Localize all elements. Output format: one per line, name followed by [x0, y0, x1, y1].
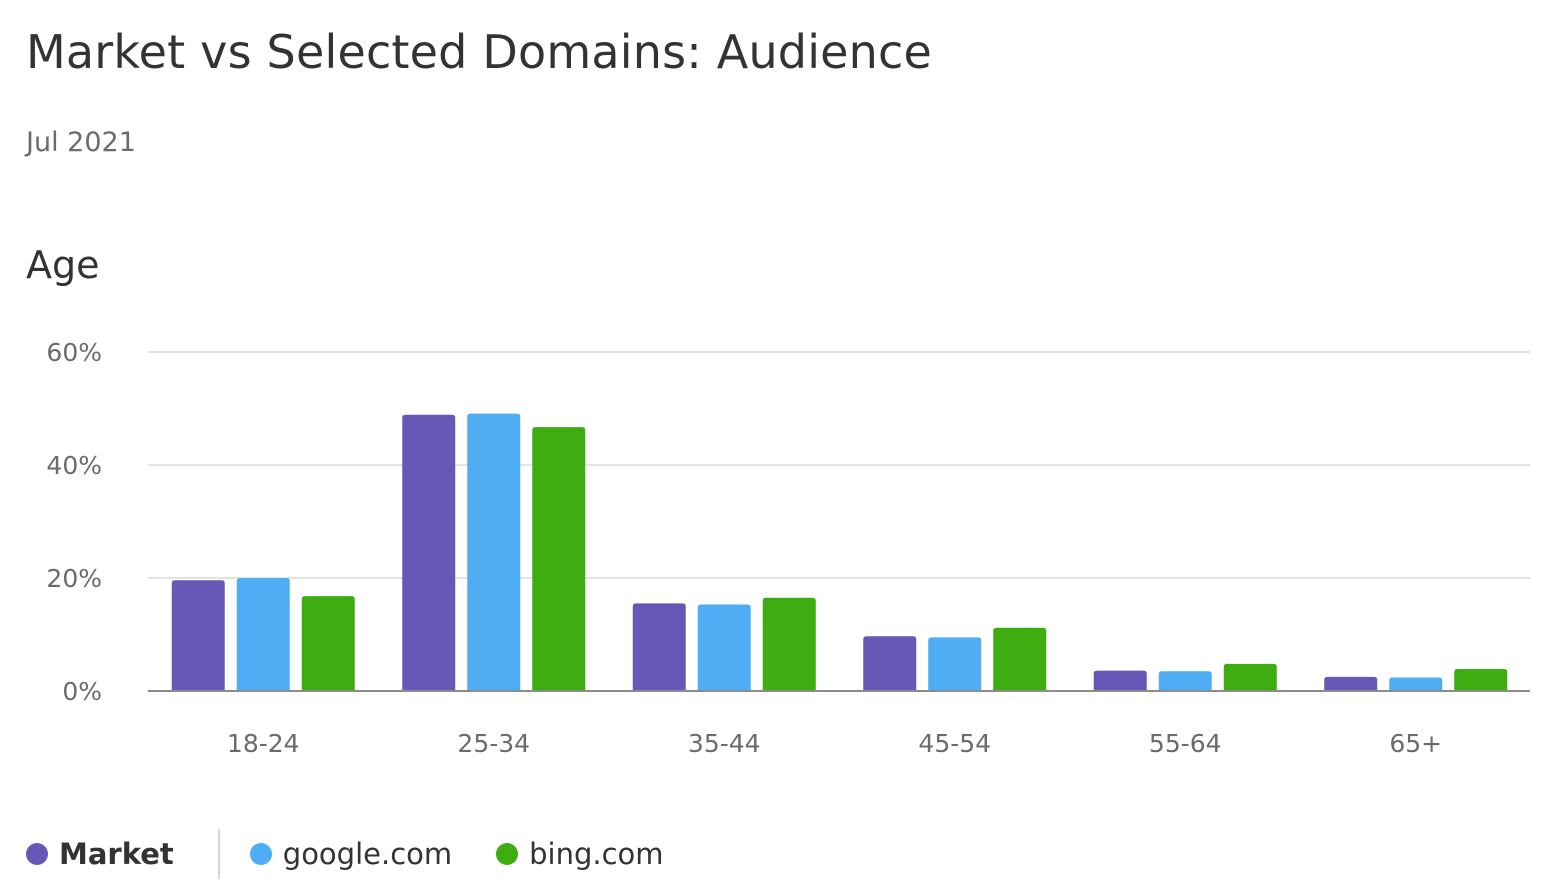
y-axis-ticks: 0% 20% 40% 60%	[46, 338, 102, 706]
x-axis-ticks: 18-24 25-34 35-44 45-54 55-64 65+	[227, 729, 1442, 758]
legend-label-market: Market	[59, 837, 174, 871]
bar-market-65+[interactable]: Market 65+: 2.5%	[1324, 676, 1378, 691]
bar-bing-com-55-64[interactable]: bing.com 55-64: 4.8%	[1223, 663, 1277, 691]
market-circle-icon	[26, 843, 48, 865]
legend-label-google: google.com	[282, 837, 453, 871]
date-label: Jul 2021	[26, 127, 136, 158]
bing-circle-icon	[496, 843, 519, 865]
bar-market-25-34[interactable]: Market 25-34: 48.9%	[402, 414, 456, 691]
grid-lines	[148, 351, 1530, 579]
bar-bing-com-65+[interactable]: bing.com 65+: 3.9%	[1454, 668, 1508, 691]
legend-item-market[interactable]: Market	[26, 837, 174, 871]
bar-google-com-35-44[interactable]: google.com 35-44: 15.3%	[697, 604, 751, 691]
y-tick-label: 60%	[46, 338, 102, 367]
bar-google-com-25-34[interactable]: google.com 25-34: 49.1%	[467, 413, 521, 691]
legend: Market google.com bing.com	[26, 828, 664, 880]
x-tick-label: 55-64	[1149, 729, 1222, 758]
bar-bing-com-25-34[interactable]: bing.com 25-34: 46.7%	[532, 427, 586, 691]
bar-bing-com-35-44[interactable]: bing.com 35-44: 16.5%	[762, 597, 816, 691]
bar-market-45-54[interactable]: Market 45-54: 9.7%	[863, 636, 917, 691]
bars: Market 18-24: 19.6%google.com 18-24: 20%…	[171, 413, 1508, 691]
google-circle-icon	[249, 843, 272, 865]
bar-google-com-65+[interactable]: google.com 65+: 2.4%	[1389, 677, 1443, 691]
y-tick-label: 0%	[62, 677, 102, 706]
x-tick-label: 25-34	[457, 729, 530, 758]
x-tick-label: 35-44	[688, 729, 761, 758]
page-title: Market vs Selected Domains: Audience	[26, 25, 933, 79]
x-tick-label: 65+	[1389, 729, 1442, 758]
legend-divider	[217, 829, 220, 879]
bar-market-55-64[interactable]: Market 55-64: 3.6%	[1093, 670, 1147, 691]
legend-label-bing: bing.com	[529, 837, 664, 871]
bar-google-com-18-24[interactable]: google.com 18-24: 20%	[236, 578, 290, 691]
legend-item-bing[interactable]: bing.com	[496, 837, 664, 871]
bar-market-18-24[interactable]: Market 18-24: 19.6%	[171, 580, 225, 691]
bar-bing-com-18-24[interactable]: bing.com 18-24: 16.8%	[301, 596, 355, 691]
bar-google-com-45-54[interactable]: google.com 45-54: 9.5%	[928, 637, 982, 691]
y-tick-label: 20%	[46, 564, 102, 593]
section-title-age: Age	[26, 243, 100, 287]
x-tick-label: 18-24	[227, 729, 300, 758]
bar-google-com-55-64[interactable]: google.com 55-64: 3.5%	[1158, 671, 1212, 691]
legend-item-google[interactable]: google.com	[249, 837, 453, 871]
bar-bing-com-45-54[interactable]: bing.com 45-54: 11.2%	[993, 627, 1047, 691]
bar-market-35-44[interactable]: Market 35-44: 15.5%	[632, 603, 686, 691]
y-tick-label: 40%	[46, 451, 102, 480]
x-tick-label: 45-54	[918, 729, 991, 758]
